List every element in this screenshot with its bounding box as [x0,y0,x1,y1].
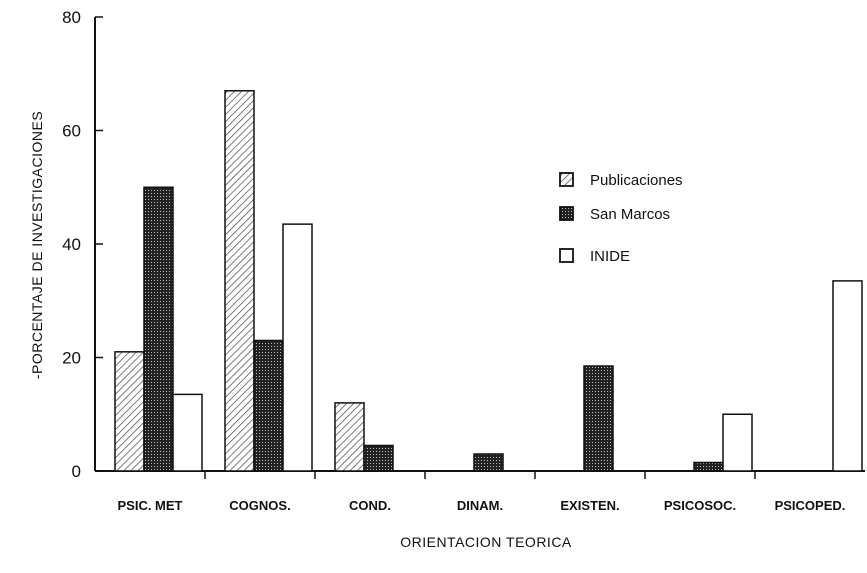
x-tick-label: PSICOPED. [775,498,846,513]
y-tick-label: 20 [62,349,81,368]
y-tick-label: 40 [62,235,81,254]
bar-publicaciones [114,351,145,472]
bars [114,90,863,472]
x-tick-label: COND. [349,498,391,513]
bar-san-marcos [693,461,724,472]
x-tick-label: DINAM. [457,498,503,513]
bar-inide [282,223,313,472]
bar-publicaciones [334,402,365,472]
legend-label: INIDE [590,248,630,265]
bar-san-marcos [583,365,614,472]
legend: Publicaciones San Marcos INIDE [559,172,683,265]
bar-inide [172,393,203,472]
y-tick-label: 0 [72,462,81,481]
bar-inide [832,280,863,472]
x-axis-title: ORIENTACION TEORICA [400,534,572,550]
x-ticks: PSIC. MET COGNOS. COND. DINAM. EXISTEN. PSICO… [117,471,845,513]
bar-san-marcos [253,339,284,472]
y-ticks: 0 20 40 60 80 [62,8,103,481]
y-axis-title: -PORCENTAJE DE INVESTIGACIONES [29,111,45,379]
legend-swatch [559,206,574,221]
bar-publicaciones [224,90,255,472]
axes [94,17,865,472]
y-tick-label: 80 [62,8,81,27]
y-tick-label: 60 [62,122,81,141]
bar-san-marcos [143,186,174,472]
x-tick-label: PSICOSOC. [664,498,736,513]
x-tick-label: COGNOS. [229,498,290,513]
bar-san-marcos [363,444,394,472]
legend-label: San Marcos [590,206,670,223]
bar-inide [722,413,753,472]
bar-san-marcos [473,453,504,472]
legend-swatch [559,172,574,187]
legend-swatch [559,248,574,263]
x-tick-label: EXISTEN. [560,498,619,513]
x-tick-label: PSIC. MET [117,498,182,513]
legend-label: Publicaciones [590,172,683,189]
